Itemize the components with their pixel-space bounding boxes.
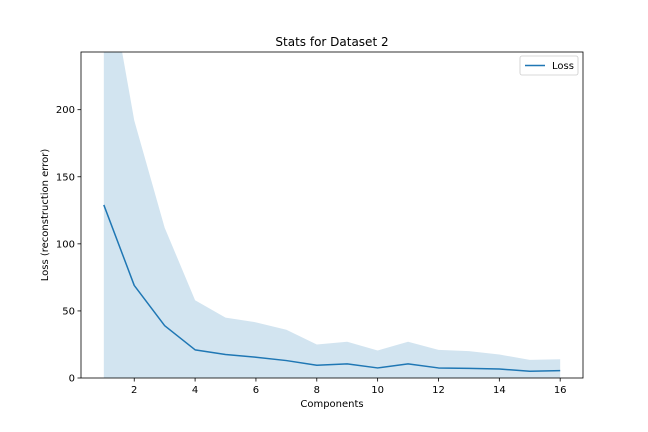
plot-frame bbox=[80, 51, 584, 379]
y-axis: 0 50 100 150 200 bbox=[56, 105, 81, 385]
y-tick-label: 0 bbox=[69, 374, 75, 385]
confidence-band bbox=[103, 52, 561, 378]
x-tick-label: 6 bbox=[253, 385, 259, 396]
legend-label-loss: Loss bbox=[552, 61, 574, 72]
x-tick-label: 2 bbox=[131, 385, 137, 396]
x-tick-label: 12 bbox=[432, 385, 445, 396]
legend-box bbox=[519, 55, 579, 76]
y-tick-label: 150 bbox=[56, 172, 75, 183]
x-tick-label: 10 bbox=[371, 385, 384, 396]
x-axis: 2 4 6 8 10 12 14 16 bbox=[131, 378, 567, 396]
y-tick-label: 50 bbox=[62, 306, 75, 317]
series-line-0 bbox=[103, 204, 561, 373]
y-axis-label: Loss (reconstruction error) bbox=[40, 149, 51, 282]
y-tick-label: 200 bbox=[56, 105, 75, 116]
x-tick-label: 4 bbox=[192, 385, 198, 396]
legend: Loss bbox=[519, 55, 579, 76]
x-tick-label: 16 bbox=[554, 385, 567, 396]
y-tick-label: 100 bbox=[56, 239, 75, 250]
x-axis-label: Components bbox=[300, 399, 363, 410]
plot-area bbox=[103, 52, 561, 378]
chart-title: Stats for Dataset 2 bbox=[275, 35, 388, 49]
x-tick-label: 14 bbox=[493, 385, 506, 396]
x-tick-label: 8 bbox=[314, 385, 320, 396]
